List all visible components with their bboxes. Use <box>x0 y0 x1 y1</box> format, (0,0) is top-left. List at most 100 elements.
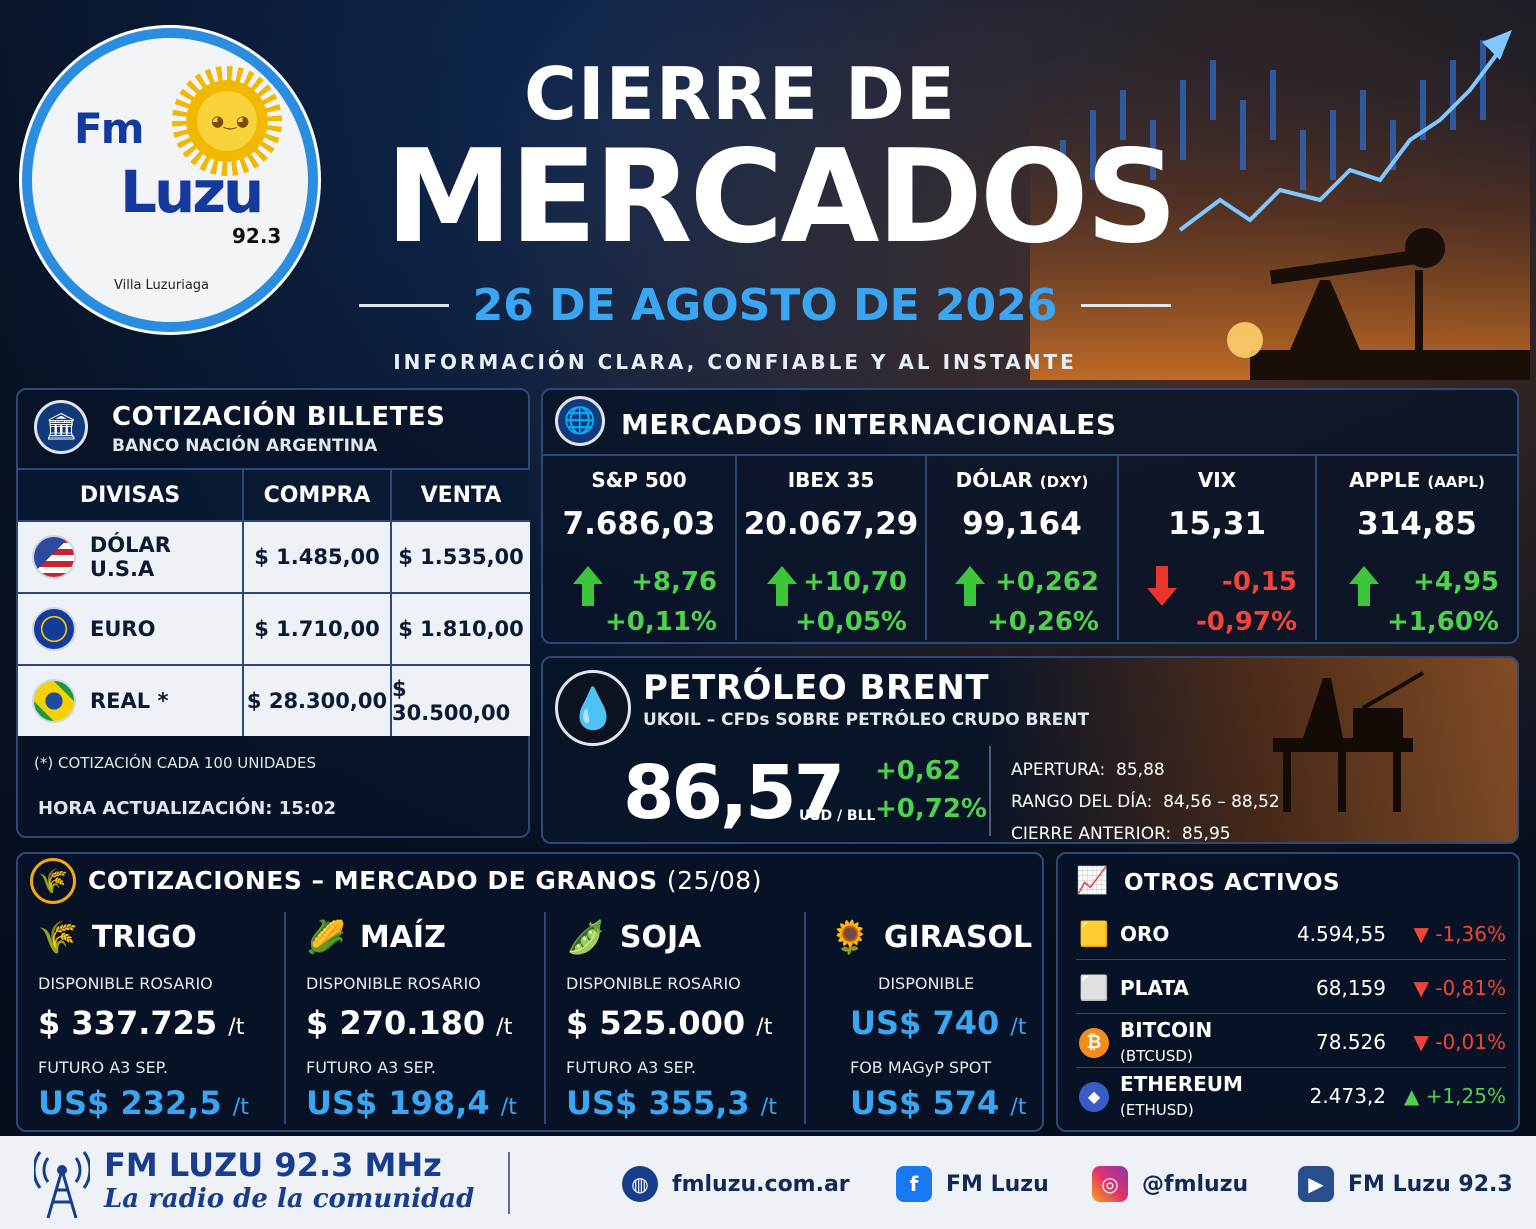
change-pct: +1,60% <box>1387 607 1499 637</box>
grain-price1: US$ 740 /t <box>850 1004 1026 1042</box>
footer-divider <box>508 1152 510 1214</box>
market-change: +4,95 +1,60% <box>1387 562 1499 642</box>
col-compra: COMPRA <box>244 470 392 520</box>
market-name-text: VIX <box>1197 468 1237 492</box>
grain-maiz: 🌽 MAÍZ DISPONIBLE ROSARIO $ 270.180 /t FU… <box>286 912 546 1124</box>
change-pct: +0,26% <box>987 607 1099 637</box>
website-link[interactable]: ◍ fmluzu.com.ar <box>622 1166 850 1202</box>
price1-value: US$ 740 <box>850 1004 1000 1042</box>
facebook-link[interactable]: f FM Luzu <box>896 1166 1049 1202</box>
granos-panel: 🌾 COTIZACIONES – MERCADO DE GRANOS (25/0… <box>16 852 1044 1132</box>
grain-label2: FOB MAGyP SPOT <box>850 1058 992 1077</box>
price2-unit: /t <box>1010 1095 1027 1120</box>
logo-location: Villa Luzuriaga <box>114 278 209 293</box>
table-header: DIVISAS COMPRA VENTA <box>18 468 530 520</box>
currency-name: DÓLAR U.S.A <box>89 533 171 581</box>
sell-value: $ 1.810,00 <box>392 592 530 664</box>
brent-stats: APERTURA: 85,88 RANGO DEL DÍA: 84,56 – 8… <box>1011 754 1280 844</box>
grain-price1: $ 270.180 /t <box>306 1004 512 1042</box>
brent-panel: 💧 PETRÓLEO BRENT UKOIL – CFDs SOBRE PETR… <box>541 656 1519 844</box>
grain-price2: US$ 355,3 /t <box>566 1084 777 1122</box>
youtube-link[interactable]: ▶ FM Luzu 92.3 <box>1298 1166 1513 1202</box>
silver-icon: ⬜ <box>1079 973 1109 1002</box>
asset-value: 4.594,55 <box>1296 921 1386 946</box>
asset-value: 2.473,2 <box>1309 1084 1386 1108</box>
price1-unit: /t <box>756 1015 773 1040</box>
asset-name-text: BITCOIN <box>1120 1017 1213 1042</box>
sell-value: $ 1.535,00 <box>392 520 530 592</box>
market-value: 15,31 <box>1167 506 1267 542</box>
granos-title: COTIZACIONES – MERCADO DE GRANOS (25/08) <box>88 866 762 895</box>
brent-price: 86,57 <box>623 750 845 836</box>
currency-cell: DÓLAR U.S.A <box>18 520 244 592</box>
currency-name: EURO <box>90 617 156 641</box>
change-abs: -0,15 <box>1222 567 1297 597</box>
bitcoin-icon: ₿ <box>1076 1026 1112 1058</box>
asset-change: ▼ -0,81% <box>1386 976 1506 1000</box>
market-name-text: S&P 500 <box>591 468 687 492</box>
grain-label1: DISPONIBLE ROSARIO <box>38 974 213 993</box>
instagram-link[interactable]: ◎ @fmluzu <box>1092 1166 1248 1202</box>
grain-name: 🌾 TRIGO <box>38 918 197 956</box>
price1-value: $ 270.180 <box>306 1004 486 1042</box>
market-vix: VIX 15,31 -0,15 -0,97% <box>1119 454 1317 640</box>
footer-slogan: La radio de la comunidad <box>104 1184 475 1214</box>
instagram-icon: ◎ <box>1092 1166 1128 1202</box>
asset-change-value: -0,01% <box>1435 1029 1506 1054</box>
grain-price2: US$ 198,4 /t <box>306 1084 517 1122</box>
price2-value: US$ 355,3 <box>566 1084 750 1122</box>
market-name: DÓLAR (DXY) <box>927 468 1117 492</box>
asset-name-text: ETHEREUM <box>1120 1072 1243 1096</box>
rango-value: 84,56 – 88,52 <box>1163 792 1280 812</box>
price1-unit: /t <box>1010 1015 1027 1040</box>
market-change: +8,76 +0,11% <box>605 562 717 642</box>
brent-subtitle: UKOIL – CFDs SOBRE PETRÓLEO CRUDO BRENT <box>643 710 1090 730</box>
arrow-up-icon: ▲ <box>1403 1084 1426 1108</box>
facebook-icon: f <box>896 1166 932 1202</box>
internacionales-title: MERCADOS INTERNACIONALES <box>621 408 1117 441</box>
brent-title: PETRÓLEO BRENT <box>643 668 990 708</box>
asset-change: ▼ -1,36% <box>1386 922 1506 946</box>
grain-price2: US$ 232,5 /t <box>38 1084 249 1122</box>
market-name-text: DÓLAR <box>955 468 1033 492</box>
price2-unit: /t <box>500 1095 517 1120</box>
billetes-subtitle: BANCO NACIÓN ARGENTINA <box>112 436 378 456</box>
grain-name-text: GIRASOL <box>883 919 1033 955</box>
cierre-value: 85,95 <box>1181 824 1231 844</box>
asset-change-value: +1,25% <box>1425 1084 1506 1108</box>
asset-change-value: -0,81% <box>1435 975 1506 1000</box>
asset-row: 🟨 ORO 4.594,55 ▼ -1,36% <box>1076 908 1506 960</box>
market-value: 20.067,29 <box>743 506 919 542</box>
grain-label2: FUTURO A3 SEP. <box>38 1058 168 1077</box>
wheat-badge-icon: 🌾 <box>30 858 76 904</box>
market-name: S&P 500 <box>543 468 735 492</box>
ethereum-icon: ◆ <box>1076 1080 1112 1112</box>
youtube-icon: ▶ <box>1298 1166 1334 1202</box>
brent-unit: USD / BLL <box>799 808 876 824</box>
arrow-down-icon: ▼ <box>1413 921 1436 946</box>
market-dxy: DÓLAR (DXY) 99,164 +0,262 +0,26% <box>927 454 1119 640</box>
report-date: 26 DE AGOSTO DE 2026 <box>350 280 1180 331</box>
granos-title-text: COTIZACIONES – MERCADO DE GRANOS <box>88 866 658 895</box>
asset-change: ▼ -0,01% <box>1386 1030 1506 1054</box>
billetes-title: COTIZACIÓN BILLETES <box>112 402 446 432</box>
price2-value: US$ 232,5 <box>38 1084 222 1122</box>
oil-drop-icon: 💧 <box>555 670 631 746</box>
market-name: APPLE (AAPL) <box>1317 468 1517 492</box>
corn-icon: 🌽 <box>306 918 346 956</box>
logo-frequency: 92.3 <box>232 224 282 248</box>
arrow-up-icon <box>955 566 985 606</box>
buy-value: $ 28.300,00 <box>244 664 392 736</box>
asset-value: 68,159 <box>1316 975 1386 1000</box>
col-venta: VENTA <box>392 470 530 520</box>
arrow-down-icon: ▼ <box>1413 975 1436 1000</box>
grain-name: 🫛 SOJA <box>566 918 701 956</box>
price2-unit: /t <box>760 1095 777 1120</box>
market-value: 99,164 <box>962 506 1082 542</box>
asset-name: PLATA <box>1120 975 1189 1000</box>
grain-price1: $ 337.725 /t <box>38 1004 244 1042</box>
arrow-down-icon: ▼ <box>1413 1029 1436 1054</box>
market-change: -0,15 -0,97% <box>1196 562 1297 642</box>
otros-title: OTROS ACTIVOS <box>1124 870 1341 896</box>
website-text: fmluzu.com.ar <box>672 1171 850 1197</box>
